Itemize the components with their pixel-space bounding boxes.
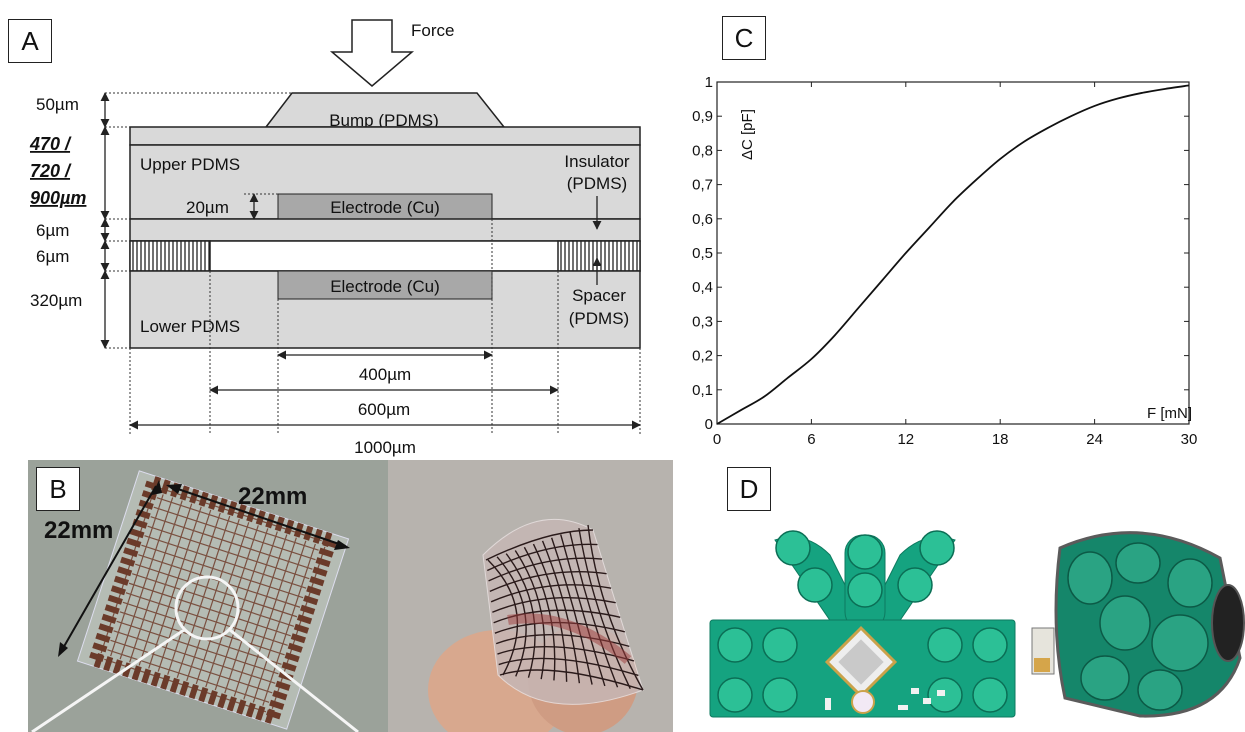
panel-label-d: D [727, 467, 771, 511]
upper-electrode-label: Electrode (Cu) [330, 198, 440, 217]
lower-electrode-label: Electrode (Cu) [330, 277, 440, 296]
x-tick-label: 24 [1086, 431, 1103, 448]
chart-frame [716, 81, 1190, 425]
flexible-sensor-photo [388, 460, 673, 732]
y-tick-label: 0,1 [692, 382, 713, 399]
dim-width-600: 600µm [358, 400, 410, 419]
dim-22mm-vertical: 22mm [44, 517, 113, 544]
insulator-label-line1: Insulator [564, 152, 630, 171]
x-tick-label: 12 [897, 431, 914, 448]
y-tick-label: 0,3 [692, 313, 713, 330]
x-tick-label: 30 [1181, 431, 1198, 448]
y-tick-label: 0 [705, 416, 713, 433]
y-tick-label: 0,4 [692, 279, 713, 296]
dim-bump: 50µm [36, 95, 79, 114]
spacer-left [129, 240, 211, 272]
dim-total-1: 470 / [29, 134, 72, 154]
force-arrow-icon [329, 19, 415, 87]
capacitance-force-chart: 0 6 12 18 24 3000,10,20,30,40,50,60,70,80,91 … [692, 74, 1198, 448]
chart-ylabel: ΔC [pF] [739, 109, 756, 160]
spacer-label-line1: Spacer [572, 286, 626, 305]
dim-22mm-horizontal: 22mm [238, 483, 307, 510]
dim-total-3: 900µm [30, 188, 86, 208]
panel-label-a: A [8, 19, 52, 63]
y-tick-label: 0,8 [692, 142, 713, 159]
wrapped-pcb-photo [1031, 531, 1245, 718]
force-label: Force [411, 21, 454, 40]
flexible-pcb-photo [709, 530, 1016, 718]
y-tick-label: 0,6 [692, 211, 713, 228]
y-tick-label: 0,7 [692, 177, 713, 194]
x-tick-label: 6 [807, 431, 815, 448]
sensor-cross-section-diagram: Force Bump (PDMS) Upper PDMS Electrode (… [29, 19, 641, 457]
y-tick-label: 0,2 [692, 348, 713, 365]
lower-electrode [277, 270, 493, 300]
dim-electrode: 20µm [186, 198, 229, 217]
y-tick-label: 1 [705, 74, 713, 91]
y-tick-label: 0,9 [692, 108, 713, 125]
dim-total-2: 720 / [30, 161, 72, 181]
chart-series-line [716, 84, 1190, 425]
spacer-label-line2: (PDMS) [569, 309, 629, 328]
dim-insulator: 6µm [36, 221, 69, 240]
y-tick-label: 0,5 [692, 245, 713, 262]
lower-pdms-label: Lower PDMS [140, 317, 240, 336]
spacer-right [557, 240, 641, 272]
insulator-label-line2: (PDMS) [567, 174, 627, 193]
dim-width-400: 400µm [359, 365, 411, 384]
x-tick-label: 18 [992, 431, 1009, 448]
upper-plate-layer [129, 126, 641, 146]
sensor-array-photo: 22mm 22mm [28, 460, 388, 732]
panel-label-c: C [722, 16, 766, 60]
upper-pdms-label: Upper PDMS [140, 155, 240, 174]
insulator-layer [129, 218, 641, 242]
dim-lower: 320µm [30, 291, 82, 310]
bump-label: Bump (PDMS) [329, 111, 439, 130]
dim-width-1000: 1000µm [354, 438, 416, 457]
air-gap [129, 240, 641, 272]
x-tick-label: 0 [713, 431, 721, 448]
chart-xlabel: F [mN] [1147, 405, 1192, 422]
dim-gap: 6µm [36, 247, 69, 266]
panel-label-b: B [36, 467, 80, 511]
